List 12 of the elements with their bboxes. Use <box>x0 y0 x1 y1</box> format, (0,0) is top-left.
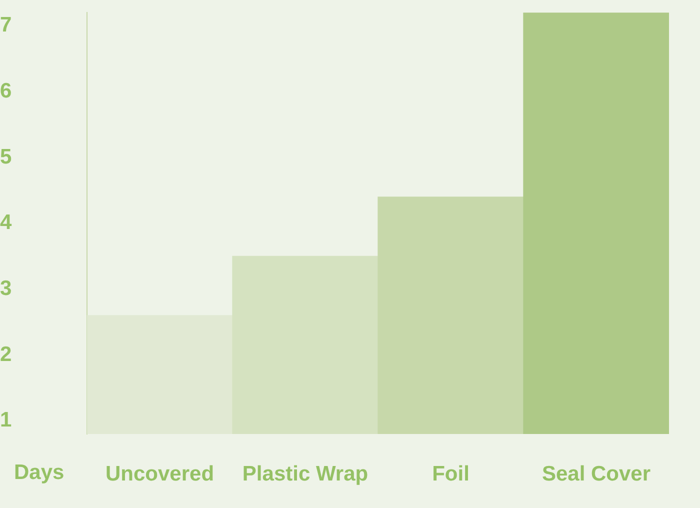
y-tick-label: 5 <box>0 145 12 168</box>
y-tick-label: 3 <box>0 276 12 300</box>
y-tick-label: 7 <box>0 14 12 37</box>
y-tick-label: 4 <box>0 211 12 234</box>
y-tick-label: 1 <box>0 408 12 432</box>
y-tick-label: 6 <box>0 79 12 102</box>
y-tick-label: 2 <box>0 342 12 366</box>
x-tick-label: Foil <box>432 462 470 486</box>
x-axis-title: Days <box>14 460 64 484</box>
x-tick-label: Plastic Wrap <box>242 462 368 486</box>
x-tick-label: Seal Cover <box>542 462 651 486</box>
x-tick-label: Uncovered <box>105 462 214 486</box>
